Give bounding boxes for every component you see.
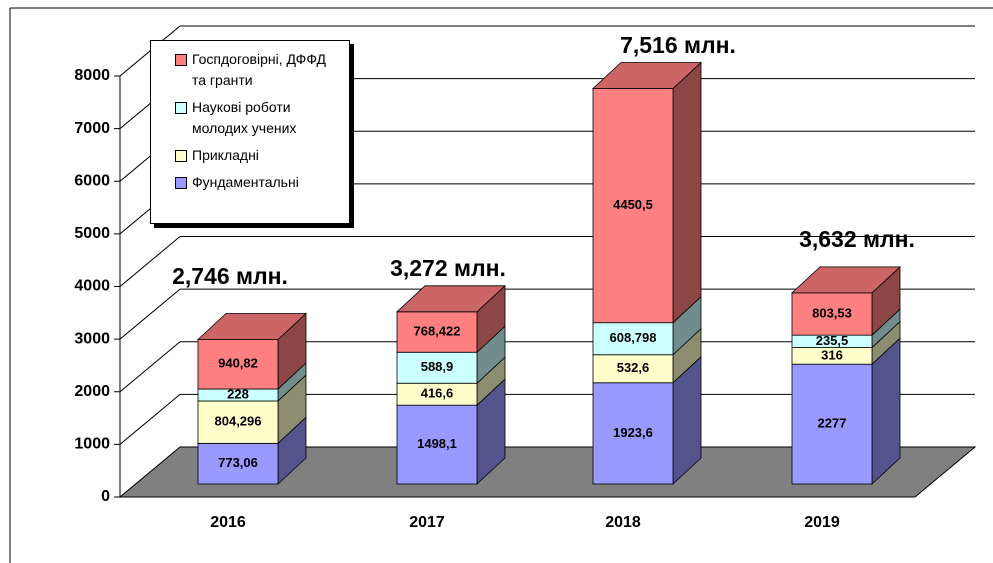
- legend-label: Прикладні: [192, 147, 259, 163]
- value-label: 416,6: [421, 386, 454, 401]
- bar: [592, 88, 674, 324]
- y-tick-label: 7000: [74, 120, 110, 137]
- legend-label: Госпдоговірні, ДФФД та гранти: [192, 51, 326, 88]
- grid-line: [119, 393, 181, 445]
- value-label: 235,5: [816, 333, 849, 348]
- value-label: 1923,6: [613, 425, 653, 440]
- bar-top: [790, 266, 902, 294]
- bar: [197, 339, 279, 390]
- legend-entry: Фундаментальні: [157, 172, 343, 193]
- legend: Госпдоговірні, ДФФД та гранти Наукові роб…: [150, 40, 350, 224]
- grid-line: [119, 288, 181, 340]
- bar-top: [395, 285, 507, 313]
- legend-swatch: [175, 54, 187, 66]
- legend-label: Фундаментальні: [192, 174, 299, 190]
- value-label: 768,422: [414, 323, 461, 338]
- y-tick-label: 3000: [74, 330, 110, 347]
- y-tick-label: 6000: [74, 172, 110, 189]
- y-tick-label: 4000: [74, 278, 110, 295]
- value-label: 4450,5: [613, 197, 653, 212]
- bar: [592, 322, 674, 356]
- grid-line: [119, 341, 181, 393]
- legend-entry: Госпдоговірні, ДФФД та гранти: [157, 49, 343, 91]
- x-tick-label: 2016: [210, 514, 246, 531]
- legend-swatch: [175, 102, 187, 114]
- y-tick-label: 5000: [74, 225, 110, 242]
- annotation: 3,632 млн.: [799, 226, 915, 252]
- y-tick-label: 0: [101, 488, 110, 505]
- bar: [396, 404, 478, 485]
- y-tick-label: 2000: [74, 383, 110, 400]
- annotation: 3,272 млн.: [390, 255, 506, 281]
- value-label: 588,9: [421, 359, 454, 374]
- annotation: 2,746 млн.: [172, 263, 288, 289]
- value-label: 608,798: [610, 330, 657, 345]
- value-label: 940,82: [218, 356, 258, 371]
- bar-top: [591, 62, 703, 89]
- value-label: 773,06: [218, 455, 258, 470]
- legend-swatch: [175, 177, 187, 189]
- x-tick-label: 2018: [605, 514, 641, 531]
- grid-line: [119, 236, 181, 287]
- x-tick-label: 2019: [804, 514, 840, 531]
- bar-side: [672, 61, 702, 324]
- value-label: 316: [821, 347, 843, 362]
- legend-entry: Прикладні: [157, 145, 343, 166]
- value-label: 2277: [818, 416, 847, 431]
- bar: [197, 400, 279, 444]
- x-tick-label: 2017: [409, 514, 445, 531]
- bar: [592, 382, 674, 485]
- bar: [791, 292, 873, 336]
- y-tick-label: 1000: [74, 436, 110, 453]
- bar-top: [196, 313, 308, 340]
- value-label: 228: [227, 386, 249, 401]
- annotation: 7,516 млн.: [620, 32, 736, 58]
- value-label: 804,296: [215, 414, 262, 429]
- bar: [396, 311, 478, 353]
- legend-swatch: [175, 150, 187, 162]
- y-tick-label: 8000: [74, 67, 110, 84]
- value-label: 803,53: [812, 305, 852, 320]
- value-label: 532,6: [617, 360, 650, 375]
- legend-entry: Наукові роботи молодих учених: [157, 97, 343, 139]
- value-label: 1498,1: [417, 436, 457, 451]
- bar: [791, 363, 873, 485]
- legend-label: Наукові роботи молодих учених: [192, 99, 297, 136]
